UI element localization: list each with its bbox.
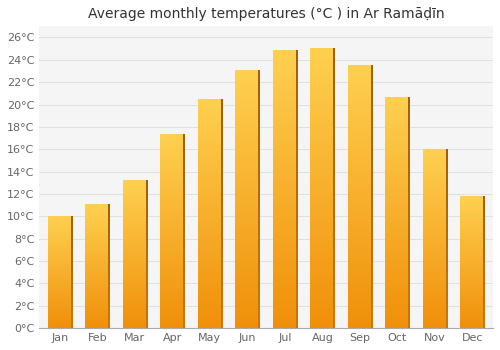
Title: Average monthly temperatures (°C ) in Ar Ramāḍīn: Average monthly temperatures (°C ) in Ar… [88, 7, 445, 21]
